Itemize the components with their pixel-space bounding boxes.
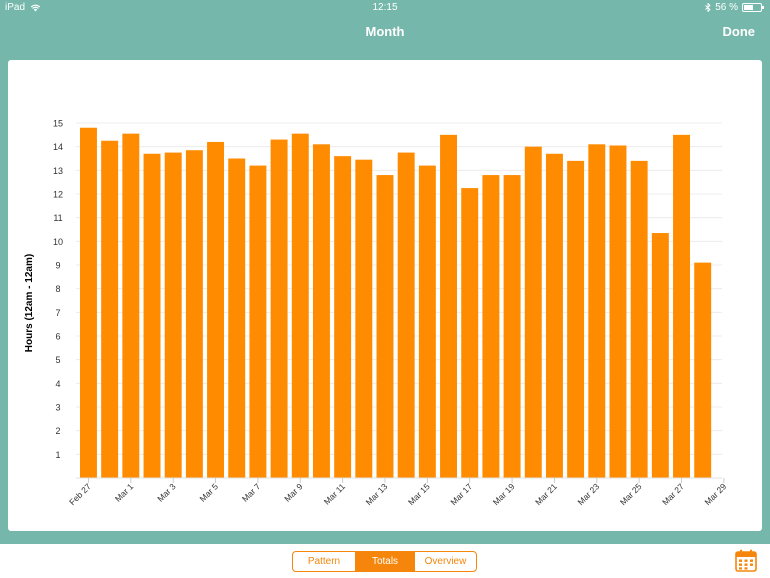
bluetooth-icon: [705, 3, 711, 12]
view-segmented-control: Pattern Totals Overview: [292, 551, 477, 572]
bar: [567, 160, 585, 478]
bar: [588, 144, 606, 479]
x-tick-label: Mar 25: [618, 481, 644, 507]
bar: [418, 165, 436, 478]
x-tick-label: Mar 13: [364, 481, 390, 507]
y-tick-label: 15: [53, 119, 63, 129]
x-tick-label: Mar 17: [448, 481, 474, 507]
bar: [482, 175, 500, 479]
tab-pattern[interactable]: Pattern: [307, 556, 341, 567]
y-tick-label: 4: [55, 379, 60, 389]
y-tick-label: 7: [55, 308, 60, 318]
battery-icon: [742, 3, 764, 12]
battery-percent: 56 %: [715, 2, 738, 13]
y-tick-label: 3: [55, 403, 60, 413]
x-tick-label: Mar 1: [113, 481, 136, 504]
y-tick-label: 12: [53, 190, 63, 200]
tab-totals[interactable]: Totals: [355, 552, 414, 571]
bar: [249, 165, 267, 478]
done-button[interactable]: Done: [722, 24, 756, 39]
bar: [524, 146, 542, 478]
y-tick-label: 10: [53, 237, 63, 247]
bar: [143, 153, 161, 478]
nav-bar: Month Done: [0, 16, 770, 48]
bottom-toolbar: Pattern Totals Overview: [0, 544, 770, 578]
status-time: 12:15: [372, 2, 398, 13]
battery-level: [744, 5, 753, 10]
y-tick-label: 8: [55, 284, 60, 294]
x-tick-label: Mar 9: [282, 481, 305, 504]
bar: [101, 140, 119, 478]
bar: [312, 144, 330, 479]
x-tick-label: Mar 15: [406, 481, 432, 507]
bar: [694, 262, 712, 478]
bar: [207, 141, 225, 478]
y-axis-title: Hours (12am - 12am): [24, 254, 35, 352]
y-tick-label: 5: [55, 355, 60, 365]
y-tick-label: 2: [55, 426, 60, 436]
bar: [228, 158, 246, 478]
y-tick-label: 9: [55, 261, 60, 271]
bar: [461, 188, 479, 479]
x-tick-label: Feb 27: [67, 481, 93, 507]
bar: [270, 139, 288, 479]
x-tick-label: Mar 5: [198, 481, 221, 504]
bar: [376, 175, 394, 479]
status-bar: iPad 12:15 56 %: [0, 0, 770, 16]
bar: [164, 152, 182, 478]
bar: [673, 134, 690, 478]
x-tick-label: Mar 7: [240, 481, 263, 504]
x-tick-label: Mar 23: [575, 481, 601, 507]
y-tick-label: 11: [53, 213, 62, 223]
bar: [355, 159, 373, 478]
bar: [185, 150, 203, 478]
bar: [334, 156, 352, 478]
bar: [609, 145, 627, 478]
y-tick-label: 1: [55, 450, 60, 460]
x-tick-label: Mar 27: [660, 481, 686, 507]
bar: [440, 134, 458, 478]
bar: [651, 233, 669, 478]
x-tick-label: Mar 19: [491, 481, 517, 507]
x-tick-label: Mar 3: [155, 481, 178, 504]
calendar-icon[interactable]: [735, 549, 757, 572]
y-tick-label: 14: [53, 142, 63, 152]
bar: [397, 152, 415, 478]
x-tick-label: Mar 11: [322, 481, 348, 507]
chart-card: 1 2 3 4 5 6 7 8 9 10 11 12 13 14 15 Feb 27 Mar 1 Mar 3 Mar…: [8, 60, 762, 531]
y-tick-label: 13: [53, 166, 63, 176]
bar: [80, 127, 97, 478]
tab-overview[interactable]: Overview: [414, 552, 476, 571]
bar: [122, 133, 140, 478]
x-tick-label: Mar 29: [703, 481, 729, 507]
wifi-icon: [30, 4, 41, 11]
bar: [545, 153, 563, 478]
bar: [630, 160, 648, 478]
page-title: Month: [365, 24, 405, 39]
device-name: iPad: [5, 2, 26, 13]
x-tick-label: Mar 21: [533, 481, 559, 507]
y-tick-label: 6: [55, 332, 60, 342]
bar: [503, 175, 521, 479]
bar: [291, 133, 309, 478]
